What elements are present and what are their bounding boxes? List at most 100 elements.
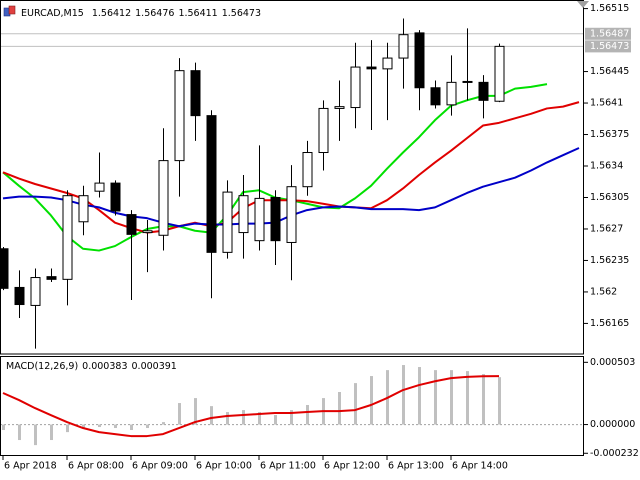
macd-bar <box>258 412 261 425</box>
macd-bar <box>290 410 293 425</box>
x-tick-label: 6 Apr 09:00 <box>132 461 188 472</box>
macd-bar <box>18 424 21 441</box>
y-tick-label: 1.562 <box>590 286 617 297</box>
candle-body <box>142 230 153 234</box>
header-close: 1.56473 <box>222 8 261 19</box>
candle-body <box>238 195 249 234</box>
candle-body <box>398 34 409 59</box>
candle-body <box>62 195 73 280</box>
candle-body <box>254 197 265 242</box>
candle-body <box>430 87 441 106</box>
macd-bar <box>482 374 485 425</box>
macd-bar <box>146 424 149 429</box>
ask-label: 1.56487 <box>590 28 629 39</box>
macd-bar <box>226 412 229 425</box>
x-tick-label: 6 Apr 2018 <box>4 461 57 472</box>
macd-bar <box>498 377 501 425</box>
candle-body <box>30 277 41 306</box>
macd-frame <box>0 356 584 456</box>
ask-box <box>585 27 631 40</box>
macd-bar <box>82 424 85 429</box>
candle-body <box>414 32 425 89</box>
macd-bar <box>354 383 357 425</box>
macd-bar <box>210 406 213 425</box>
macd-bar <box>66 424 69 433</box>
header-open: 1.56412 <box>92 8 131 19</box>
macd-bar <box>2 424 5 431</box>
candle-body <box>270 196 281 242</box>
y-tick-label: 1.56165 <box>590 318 629 329</box>
macd-bar <box>98 424 101 428</box>
x-tick-label: 6 Apr 13:00 <box>388 461 444 472</box>
x-tick-label: 6 Apr 11:00 <box>260 461 316 472</box>
chart-shift-marker[interactable] <box>577 1 589 8</box>
chart-header: EURCAD,M15 1.56412 1.56476 1.56411 1.56473 <box>21 8 261 19</box>
y-tick-label: 1.5641 <box>590 98 623 109</box>
y-tick-label: 1.56375 <box>590 129 629 140</box>
y-tick-label: 1.56445 <box>590 66 629 77</box>
candle-body <box>158 160 169 236</box>
candle-body <box>110 182 121 212</box>
price-frame <box>0 0 584 355</box>
macd-bar <box>338 392 341 425</box>
macd-bar <box>162 422 165 425</box>
x-tick-label: 6 Apr 08:00 <box>68 461 124 472</box>
macd-title: MACD(12,26,9) <box>6 361 78 372</box>
x-tick-label: 6 Apr 10:00 <box>196 461 252 472</box>
y-tick-label: 0.000000 <box>590 419 635 430</box>
signal-line <box>2 375 500 438</box>
macd-bar <box>370 376 373 425</box>
header-high: 1.56476 <box>135 8 174 19</box>
macd-bar <box>306 405 309 425</box>
y-tick-label: 1.56305 <box>590 192 629 203</box>
macd-main-value: 0.000383 <box>82 361 127 372</box>
bid-box <box>585 40 631 53</box>
macd-bar <box>402 365 405 425</box>
candle-body <box>78 195 89 223</box>
candle-body <box>318 107 329 154</box>
macd-bar <box>242 410 245 425</box>
y-tick-label: 1.5627 <box>590 223 623 234</box>
candle-body <box>382 57 393 70</box>
candle-body <box>0 248 9 289</box>
candle-body <box>126 214 137 235</box>
macd-signal-value: 0.000391 <box>132 361 177 372</box>
candle-body <box>462 80 473 83</box>
bid-label: 1.56473 <box>590 41 629 52</box>
macd-bar <box>418 367 421 425</box>
y-tick-label: 1.56235 <box>590 255 629 266</box>
candle-body <box>174 70 185 162</box>
candle-body <box>366 66 377 70</box>
candle-body <box>94 182 105 192</box>
macd-bar <box>434 370 437 425</box>
macd-bar <box>50 424 53 441</box>
candle-body <box>446 81 457 106</box>
y-tick-label: 1.56515 <box>590 3 629 14</box>
symbol-icon <box>3 5 16 17</box>
header-low: 1.56411 <box>178 8 217 19</box>
candle-body <box>494 45 505 102</box>
y-tick-label: 1.5634 <box>590 161 623 172</box>
macd-bar <box>178 403 181 425</box>
symbol-title: EURCAD,M15 <box>21 8 84 19</box>
candle-body <box>302 152 313 188</box>
candle-body <box>46 276 57 280</box>
x-tick-label: 6 Apr 14:00 <box>452 461 508 472</box>
candle-body <box>286 186 297 243</box>
macd-bar <box>130 424 133 431</box>
candle-body <box>478 81 489 101</box>
candle-body <box>14 286 25 306</box>
macd-bar <box>194 398 197 425</box>
macd-header: MACD(12,26,9) 0.000383 0.000391 <box>6 361 177 372</box>
macd-bar <box>274 415 277 425</box>
macd-bar <box>450 370 453 425</box>
candle-body <box>190 70 201 117</box>
y-tick-label: 0.000503 <box>590 357 635 368</box>
candle-body <box>350 66 361 109</box>
x-tick-label: 6 Apr 12:00 <box>324 461 380 472</box>
macd-pane <box>0 365 584 446</box>
candle-body <box>206 115 217 253</box>
macd-bar <box>34 424 37 446</box>
